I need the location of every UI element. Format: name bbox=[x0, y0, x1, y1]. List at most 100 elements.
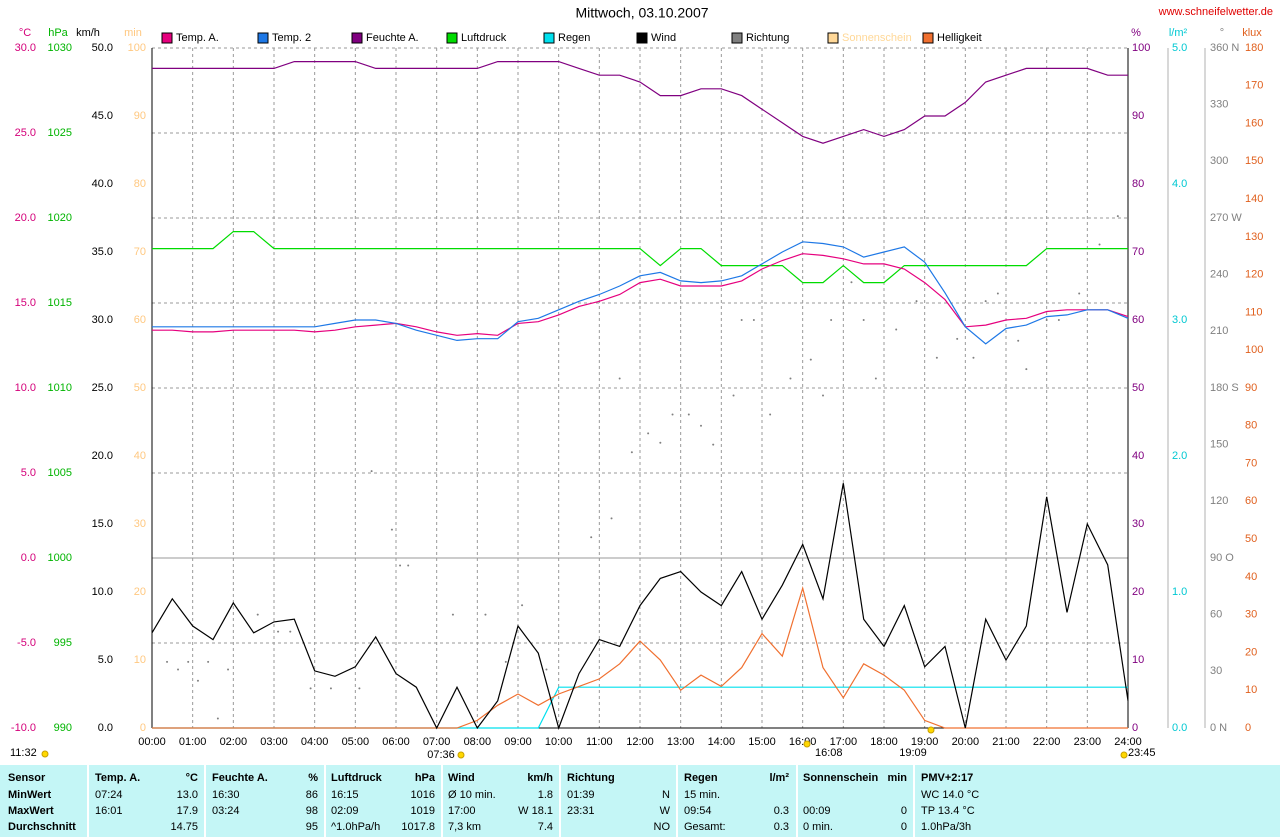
direction-dot bbox=[484, 613, 487, 616]
direction-dot bbox=[1116, 215, 1119, 218]
x-tick-label: 06:00 bbox=[382, 736, 410, 748]
y-tick-label: 120 bbox=[1210, 495, 1228, 507]
direction-dot bbox=[309, 687, 312, 690]
y-tick-label: 30 bbox=[1210, 665, 1222, 677]
y-tick-label: 60 bbox=[134, 314, 146, 326]
y-tick-label: 10.0 bbox=[92, 586, 113, 598]
x-tick-label: 21:00 bbox=[992, 736, 1020, 748]
direction-dot bbox=[256, 613, 259, 616]
column-unit: min bbox=[887, 772, 907, 784]
cell-right: 1.8 bbox=[538, 789, 553, 801]
column-unit: hPa bbox=[415, 772, 436, 784]
direction-dot bbox=[504, 660, 507, 663]
direction-dot bbox=[1025, 368, 1028, 371]
y-tick-label: 10.0 bbox=[15, 382, 36, 394]
legend-label: Temp. A. bbox=[176, 32, 219, 44]
direction-dot bbox=[700, 424, 702, 427]
y-tick-label: 300 bbox=[1210, 155, 1228, 167]
direction-dot bbox=[915, 300, 918, 303]
y-tick-label: 40 bbox=[1245, 571, 1257, 583]
y-tick-label: 15.0 bbox=[15, 297, 36, 309]
direction-dot bbox=[732, 394, 735, 397]
direction-dot bbox=[177, 668, 180, 671]
y-tick-label: 25.0 bbox=[92, 382, 113, 394]
direction-dot bbox=[984, 300, 987, 303]
y-tick-label: 0.0 bbox=[1172, 722, 1187, 734]
x-tick-label: 09:00 bbox=[504, 736, 532, 748]
x-tick-label: 12:00 bbox=[626, 736, 654, 748]
y-tick-label: -10.0 bbox=[11, 722, 36, 734]
source: www.schneifelwetter.de bbox=[1158, 6, 1273, 18]
x-tick-label: 03:00 bbox=[260, 736, 288, 748]
y-tick-label: 90 bbox=[134, 110, 146, 122]
y-tick-label: 990 bbox=[54, 722, 72, 734]
column-unit: % bbox=[308, 772, 318, 784]
chart-title: Mittwoch, 03.10.2007 bbox=[575, 5, 708, 21]
direction-dot bbox=[1057, 319, 1060, 321]
sun-marker bbox=[41, 750, 49, 758]
y-tick-label: 5.0 bbox=[98, 654, 113, 666]
direction-dot bbox=[1017, 339, 1020, 342]
direction-dot bbox=[659, 441, 662, 444]
direction-dot bbox=[207, 660, 210, 663]
y-tick-label: 150 bbox=[1245, 155, 1263, 167]
cell-left: 7,3 km bbox=[448, 821, 481, 833]
cell-left: 0 min. bbox=[803, 821, 833, 833]
y-tick-label: 1005 bbox=[48, 467, 72, 479]
column-header: Richtung bbox=[567, 772, 615, 784]
y-tick-label: 160 bbox=[1245, 117, 1263, 129]
column-header: Wind bbox=[448, 772, 475, 784]
time-annotation: 11:32 bbox=[10, 747, 37, 759]
cell-right: NO bbox=[654, 821, 671, 833]
axis-unit: min bbox=[124, 27, 142, 39]
axis-unit: l/m² bbox=[1169, 27, 1188, 39]
y-tick-label: 20 bbox=[1132, 586, 1144, 598]
cell-right: 86 bbox=[306, 789, 318, 801]
y-tick-label: 140 bbox=[1245, 193, 1263, 205]
x-tick-label: 18:00 bbox=[870, 736, 898, 748]
y-tick-label: 180 bbox=[1245, 42, 1263, 54]
direction-dot bbox=[166, 660, 169, 663]
x-tick-label: 24:00 bbox=[1114, 736, 1142, 748]
y-tick-label: 2.0 bbox=[1172, 450, 1187, 462]
column-unit: l/m² bbox=[769, 772, 789, 784]
y-tick-label: 40 bbox=[134, 450, 146, 462]
legend-swatch bbox=[161, 32, 173, 44]
y-tick-label: 180 S bbox=[1210, 382, 1239, 394]
y-tick-label: 130 bbox=[1245, 231, 1263, 243]
time-annotation: 23:45 bbox=[1128, 747, 1156, 759]
y-tick-label: 20 bbox=[134, 586, 146, 598]
x-tick-label: 10:00 bbox=[545, 736, 573, 748]
y-tick-label: 0 bbox=[140, 722, 146, 734]
axis-unit: °C bbox=[19, 27, 31, 39]
x-tick-label: 04:00 bbox=[301, 736, 329, 748]
y-tick-label: 30.0 bbox=[92, 314, 113, 326]
cell-left: TP 13.4 °C bbox=[921, 805, 975, 817]
legend-label: Temp. 2 bbox=[272, 32, 311, 44]
y-tick-label: 5.0 bbox=[21, 467, 36, 479]
y-tick-label: 150 bbox=[1210, 439, 1228, 451]
direction-dot bbox=[390, 528, 393, 531]
y-tick-label: 0.0 bbox=[98, 722, 113, 734]
column-header: PMV+2:17 bbox=[921, 772, 973, 784]
column-unit: °C bbox=[186, 772, 198, 784]
y-tick-label: 100 bbox=[1245, 344, 1263, 356]
y-tick-label: 0 bbox=[1245, 722, 1251, 734]
time-annotation: 07:36 bbox=[427, 749, 455, 761]
x-tick-label: 08:00 bbox=[464, 736, 492, 748]
y-tick-label: 0.0 bbox=[21, 552, 36, 564]
axis-unit: hPa bbox=[48, 27, 68, 39]
legend-label: Helligkeit bbox=[937, 32, 982, 44]
cell-right: 1017.8 bbox=[401, 821, 435, 833]
y-tick-label: 60 bbox=[1132, 314, 1144, 326]
x-tick-label: 17:00 bbox=[830, 736, 858, 748]
y-tick-label: 90 bbox=[1132, 110, 1144, 122]
y-tick-label: 70 bbox=[1245, 457, 1257, 469]
cell-right: 0.3 bbox=[774, 821, 789, 833]
legend-label: Sonnenschein bbox=[842, 32, 912, 44]
x-tick-label: 20:00 bbox=[952, 736, 980, 748]
cell-left: 17:00 bbox=[448, 805, 476, 817]
direction-dot bbox=[216, 717, 219, 720]
cell-right: 17.9 bbox=[177, 805, 198, 817]
row-label: Sensor bbox=[8, 772, 46, 784]
